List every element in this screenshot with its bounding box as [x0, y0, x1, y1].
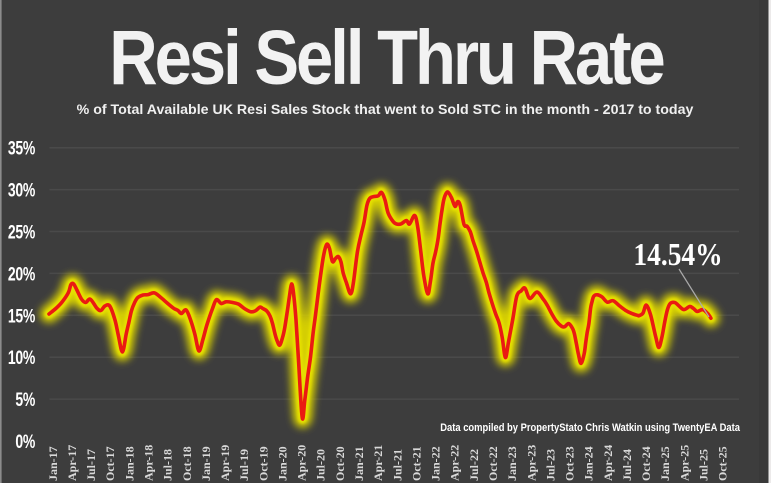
svg-text:Jul-24: Jul-24	[620, 449, 634, 481]
svg-text:Jan-21: Jan-21	[352, 446, 366, 481]
svg-text:Apr-25: Apr-25	[677, 445, 691, 481]
svg-text:% of Total Available UK Resi S: % of Total Available UK Resi Sales Stock…	[77, 102, 694, 118]
svg-text:Apr-21: Apr-21	[371, 445, 385, 481]
svg-text:20%: 20%	[8, 263, 35, 285]
svg-text:Jan-18: Jan-18	[122, 446, 136, 481]
svg-text:5%: 5%	[15, 389, 35, 411]
svg-text:14.54%: 14.54%	[633, 238, 722, 272]
svg-text:Jan-22: Jan-22	[429, 446, 443, 481]
svg-text:0%: 0%	[15, 431, 35, 453]
svg-text:Oct-22: Oct-22	[486, 446, 500, 481]
svg-text:Jul-23: Jul-23	[543, 449, 557, 481]
svg-text:Jan-23: Jan-23	[505, 446, 519, 481]
svg-text:Apr-19: Apr-19	[218, 445, 232, 481]
svg-text:Oct-17: Oct-17	[103, 446, 117, 481]
svg-text:Jan-20: Jan-20	[276, 446, 290, 481]
svg-text:Oct-19: Oct-19	[256, 446, 270, 481]
svg-text:Oct-18: Oct-18	[180, 446, 194, 481]
svg-text:Resi Sell Thru Rate: Resi Sell Thru Rate	[109, 16, 664, 101]
svg-text:Apr-23: Apr-23	[524, 445, 538, 481]
svg-text:Oct-24: Oct-24	[639, 446, 653, 481]
svg-text:Oct-25: Oct-25	[716, 446, 730, 481]
svg-text:Jan-25: Jan-25	[658, 446, 672, 481]
svg-text:Jul-25: Jul-25	[697, 449, 711, 481]
svg-text:Oct-21: Oct-21	[409, 446, 423, 481]
svg-text:Jul-17: Jul-17	[84, 449, 98, 481]
svg-text:Oct-23: Oct-23	[563, 446, 577, 481]
svg-text:Jul-20: Jul-20	[314, 449, 328, 481]
svg-text:35%: 35%	[8, 138, 35, 160]
svg-text:Apr-18: Apr-18	[142, 445, 156, 481]
svg-text:Jul-19: Jul-19	[237, 449, 251, 481]
svg-text:Jan-17: Jan-17	[46, 446, 60, 481]
svg-text:Apr-17: Apr-17	[65, 445, 79, 481]
svg-text:Jul-21: Jul-21	[390, 449, 404, 481]
svg-text:Apr-20: Apr-20	[295, 445, 309, 481]
svg-text:25%: 25%	[8, 221, 35, 243]
svg-text:Jul-22: Jul-22	[467, 449, 481, 481]
svg-text:15%: 15%	[8, 305, 35, 327]
svg-text:Apr-22: Apr-22	[448, 445, 462, 481]
svg-text:Jan-19: Jan-19	[199, 446, 213, 481]
svg-text:Apr-24: Apr-24	[601, 445, 615, 481]
svg-text:Data compiled by PropertyStato: Data compiled by PropertyStato Chris Wat…	[440, 422, 740, 434]
svg-text:Jan-24: Jan-24	[582, 446, 596, 481]
svg-text:Oct-20: Oct-20	[333, 446, 347, 481]
svg-text:30%: 30%	[8, 179, 35, 201]
svg-text:Jul-18: Jul-18	[161, 449, 175, 481]
svg-text:10%: 10%	[8, 347, 35, 369]
